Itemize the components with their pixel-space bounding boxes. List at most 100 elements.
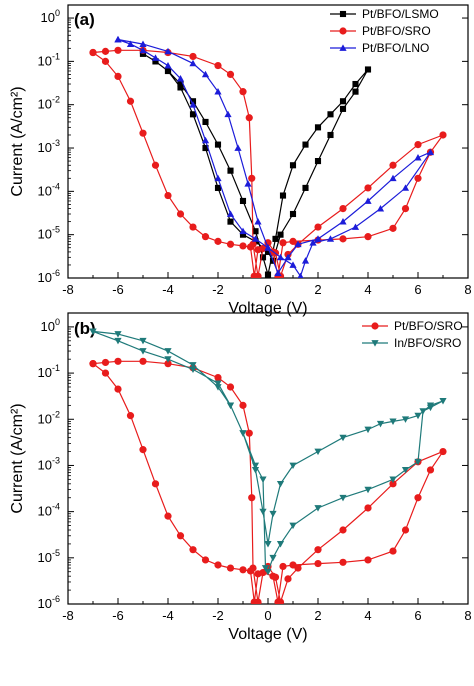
data-point <box>352 80 359 88</box>
legend-label: Pt/BFO/LSMO <box>362 7 439 21</box>
data-point <box>276 480 285 488</box>
data-point <box>289 162 297 169</box>
series-line <box>142 53 369 275</box>
y-tick-exponent: 0 <box>55 317 60 327</box>
data-point <box>151 161 160 169</box>
data-point <box>139 46 147 54</box>
data-point <box>226 383 235 391</box>
data-point <box>224 110 232 118</box>
data-point <box>189 59 197 67</box>
data-point <box>239 88 247 96</box>
panel-label: (a) <box>74 10 95 29</box>
legend: Pt/BFO/LSMO Pt/BFO/SRO Pt/BFO/LNO <box>330 7 439 55</box>
data-point <box>226 210 235 217</box>
data-point <box>364 556 372 564</box>
data-point <box>239 401 247 409</box>
y-tick-label: 10-4 <box>38 502 60 519</box>
data-point <box>251 467 260 474</box>
data-point <box>389 476 397 483</box>
data-point <box>239 231 247 238</box>
y-tick-base: 10 <box>38 227 52 242</box>
x-tick-label: 4 <box>364 282 371 297</box>
data-point <box>364 233 372 241</box>
data-point <box>339 204 347 213</box>
data-point <box>89 48 97 57</box>
data-point <box>269 554 277 562</box>
data-point <box>264 541 272 548</box>
data-point <box>249 240 257 248</box>
data-point <box>279 562 287 571</box>
data-point <box>289 522 297 530</box>
data-point <box>214 174 222 182</box>
x-tick-label: 2 <box>314 282 321 297</box>
data-point <box>152 58 159 65</box>
y-tick-exponent: -6 <box>52 268 60 278</box>
y-tick-label: 10-6 <box>38 268 60 285</box>
data-point <box>389 480 397 488</box>
data-point <box>254 598 262 604</box>
data-point <box>326 235 335 242</box>
data-point <box>239 430 247 437</box>
y-tick-base: 10 <box>38 596 52 611</box>
y-tick-label: 10-3 <box>38 455 60 472</box>
data-point <box>214 141 222 148</box>
data-point <box>227 218 234 225</box>
data-point <box>164 512 172 520</box>
data-point <box>314 448 322 456</box>
data-point <box>414 494 422 502</box>
series-pt-bfo-sro <box>89 357 447 604</box>
data-area <box>89 328 447 604</box>
data-point <box>139 40 147 48</box>
data-point <box>214 237 222 245</box>
data-point <box>114 385 122 393</box>
data-point <box>234 144 242 151</box>
data-point <box>314 124 322 131</box>
chart-panel-b: -8 -6 -4 -2 0 2 4 6 810-610-510-410-310-210-1100… <box>9 312 472 643</box>
y-tick-base: 10 <box>38 270 52 285</box>
data-point <box>314 546 322 554</box>
data-point <box>189 101 197 108</box>
data-point <box>284 253 292 261</box>
data-point <box>201 556 210 564</box>
data-point <box>176 210 185 218</box>
data-point <box>189 52 197 61</box>
legend-label: Pt/BFO/SRO <box>362 24 431 38</box>
legend-marker <box>371 322 379 330</box>
y-tick-exponent: 0 <box>55 8 60 18</box>
data-point <box>389 418 397 425</box>
data-point <box>251 462 260 470</box>
x-tick-label: 0 <box>264 282 271 297</box>
y-tick-base: 10 <box>38 411 52 426</box>
data-point <box>226 70 235 79</box>
y-tick-label: 10-2 <box>38 95 60 112</box>
data-point <box>249 564 257 572</box>
y-tick-exponent: -1 <box>52 51 60 61</box>
data-point <box>314 158 322 165</box>
x-axis-title: Voltage (V) <box>228 300 307 317</box>
legend-marker <box>339 44 347 51</box>
data-point <box>339 558 347 566</box>
data-point <box>89 360 97 368</box>
y-tick-exponent: -5 <box>52 548 60 558</box>
data-point <box>419 408 427 415</box>
y-tick-label: 10-1 <box>38 363 60 380</box>
data-point <box>414 154 422 161</box>
y-tick-base: 10 <box>38 550 52 565</box>
y-tick-base: 10 <box>38 365 52 380</box>
data-point <box>189 366 197 374</box>
data-point <box>139 337 147 345</box>
y-tick-exponent: -2 <box>52 409 60 419</box>
data-point <box>289 261 297 268</box>
data-point <box>126 40 135 48</box>
y-tick-label: 10-2 <box>38 409 60 426</box>
legend-label: In/BFO/SRO <box>394 336 461 350</box>
y-tick-exponent: -1 <box>52 363 60 373</box>
data-point <box>339 218 347 225</box>
data-point <box>151 480 160 488</box>
data-point <box>189 362 197 369</box>
data-point <box>214 380 222 387</box>
data-point <box>101 369 110 377</box>
